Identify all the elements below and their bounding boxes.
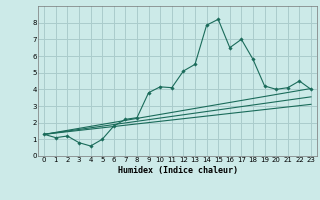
- X-axis label: Humidex (Indice chaleur): Humidex (Indice chaleur): [118, 166, 238, 175]
